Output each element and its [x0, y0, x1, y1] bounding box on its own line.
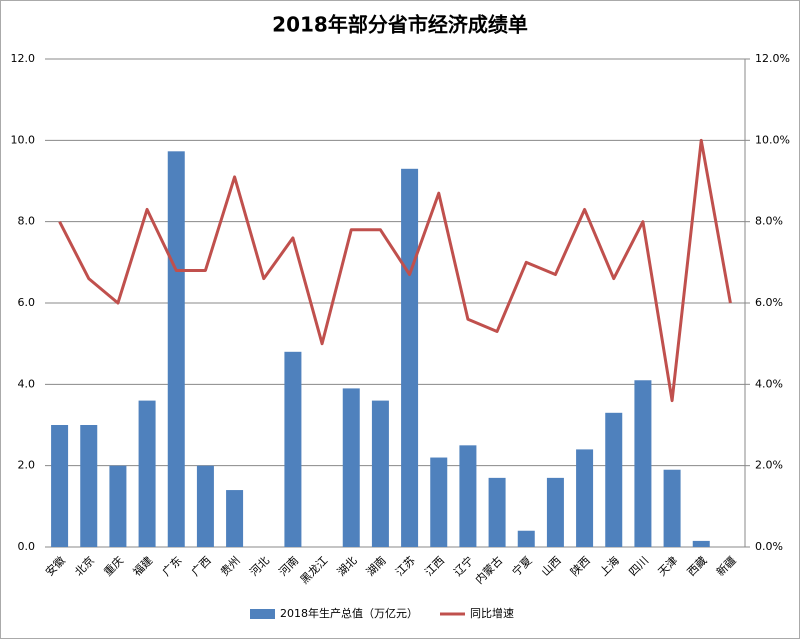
y-tick-label: 0.0	[18, 540, 36, 553]
bar	[488, 477, 506, 547]
bar	[342, 388, 360, 547]
bar	[196, 465, 214, 547]
bar	[138, 400, 156, 547]
bar	[517, 530, 535, 547]
y2-tick-label: 6.0%	[755, 296, 783, 309]
y2-tick-label: 10.0%	[755, 133, 790, 146]
bar	[634, 380, 652, 547]
bar	[692, 540, 710, 547]
bar	[80, 425, 98, 547]
y2-tick-label: 0.0%	[755, 540, 783, 553]
y-tick-label: 10.0	[11, 133, 36, 146]
bar	[167, 151, 185, 547]
bar	[430, 457, 448, 547]
chart-title: 2018年部分省市经济成绩单	[272, 13, 528, 37]
bar	[576, 449, 594, 547]
y2-tick-label: 8.0%	[755, 215, 783, 228]
y2-tick-label: 2.0%	[755, 459, 783, 472]
bar	[459, 445, 477, 547]
y-tick-label: 2.0	[18, 459, 36, 472]
bar	[401, 168, 419, 548]
bar	[284, 351, 302, 547]
y2-tick-label: 12.0%	[755, 52, 790, 65]
bar	[546, 477, 564, 547]
y-tick-label: 4.0	[18, 377, 36, 390]
bar	[371, 400, 389, 547]
legend-label: 同比增速	[470, 606, 514, 620]
legend-label: 2018年生产总值（万亿元）	[280, 606, 418, 620]
bar	[226, 490, 244, 547]
y-tick-label: 12.0	[11, 52, 36, 65]
legend-swatch	[250, 609, 275, 619]
line	[58, 138, 732, 403]
bar	[51, 425, 69, 547]
bar	[109, 465, 127, 547]
y-tick-label: 6.0	[18, 296, 36, 309]
bar	[663, 469, 681, 547]
y-tick-label: 8.0	[18, 215, 36, 228]
y2-tick-label: 4.0%	[755, 377, 783, 390]
bar	[605, 412, 623, 547]
